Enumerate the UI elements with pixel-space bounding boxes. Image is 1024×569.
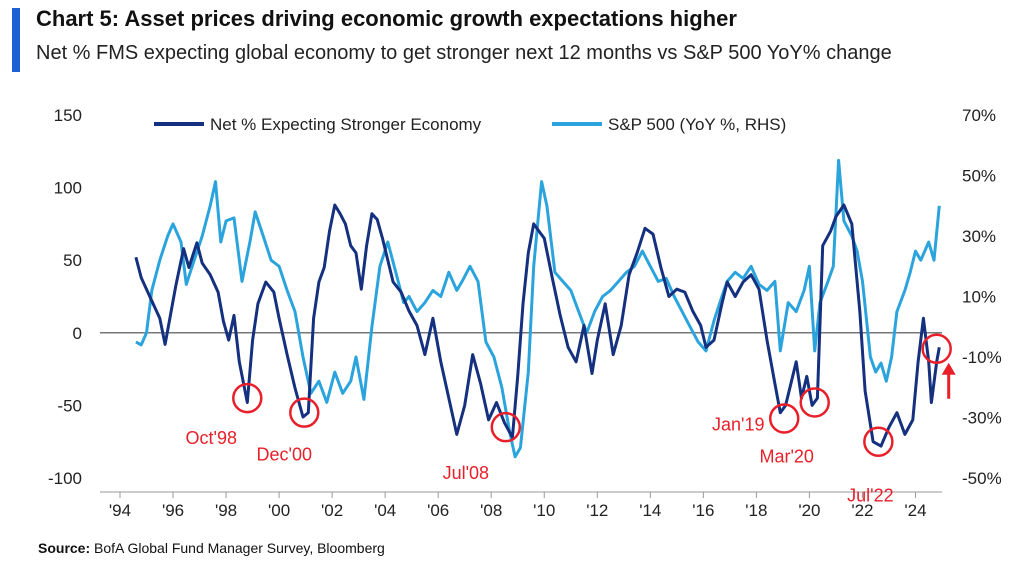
axes-group: 150 100 50 0 -50 -100 70% 50% 30% 10% -10% -30% -50%… <box>48 106 1002 520</box>
chart-title: Chart 5: Asset prices driving economic g… <box>36 6 737 31</box>
x-tick-label: '14 <box>639 501 661 520</box>
annotation-circle <box>799 387 830 418</box>
annotation-circle <box>921 333 952 365</box>
series-group <box>134 158 941 459</box>
series-line-sp500-yoy <box>135 158 941 459</box>
y-left-tick-label: 50 <box>63 251 82 270</box>
x-tick-label: '12 <box>586 501 608 520</box>
annotation-label: Jul'22 <box>847 486 893 506</box>
x-tick-label: '96 <box>162 501 184 520</box>
x-tick-label: '00 <box>268 501 290 520</box>
legend-label-net-expecting: Net % Expecting Stronger Economy <box>210 115 482 134</box>
line-chart: 150 100 50 0 -50 -100 70% 50% 30% 10% -10% -30% -50%… <box>48 106 1002 520</box>
y-left-tick-label: 0 <box>73 324 82 343</box>
series-line-net-expecting-stronger <box>134 203 941 448</box>
y-right-tick-label: -10% <box>962 348 1002 367</box>
x-tick-label: '20 <box>798 501 820 520</box>
y-right-tick-label: 50% <box>962 167 996 186</box>
annotation-label: Jan'19 <box>712 414 764 434</box>
annotation-circle <box>232 382 263 414</box>
annotation-circle <box>768 403 800 434</box>
y-right-tick-label: 70% <box>962 106 996 125</box>
x-tick-label: '24 <box>904 501 926 520</box>
x-tick-label: '16 <box>692 501 714 520</box>
y-left-tick-label: -100 <box>48 469 82 488</box>
y-right-tick-label: -30% <box>962 409 1002 428</box>
title-accent-bar <box>12 8 20 72</box>
x-tick-label: '02 <box>321 501 343 520</box>
source-text: BofA Global Fund Manager Survey, Bloombe… <box>90 540 385 556</box>
legend: Net % Expecting Stronger Economy S&P 500 … <box>154 115 786 134</box>
annotation-label: Mar'20 <box>759 446 813 466</box>
chart-subtitle: Net % FMS expecting global economy to ge… <box>36 42 892 64</box>
up-arrow-head <box>941 362 956 375</box>
x-tick-label: '06 <box>427 501 449 520</box>
annotation-label: Dec'00 <box>257 445 312 465</box>
annotation-circle <box>289 397 320 428</box>
y-right-tick-label: 30% <box>962 227 996 246</box>
y-left-tick-label: 150 <box>54 106 82 125</box>
x-tick-label: '94 <box>109 501 131 520</box>
x-tick-label: '98 <box>215 501 237 520</box>
y-left-tick-label: -50 <box>57 396 82 415</box>
annotation-group: Oct'98 Dec'00 Jul'08 Jan'19 Mar'20 Jul'22 <box>186 333 956 506</box>
x-tick-label: '18 <box>745 501 767 520</box>
annotation-circle <box>490 411 522 443</box>
source-note: Source: BofA Global Fund Manager Survey,… <box>38 540 385 556</box>
annotation-label: Jul'08 <box>443 463 489 483</box>
x-tick-label: '10 <box>533 501 555 520</box>
y-left-tick-label: 100 <box>54 179 82 198</box>
source-label: Source: <box>38 540 91 556</box>
annotation-circle <box>863 426 894 457</box>
x-tick-label: '22 <box>851 501 873 520</box>
legend-label-sp500: S&P 500 (YoY %, RHS) <box>608 115 786 134</box>
x-tick-label: '04 <box>374 501 396 520</box>
y-right-tick-label: -50% <box>962 469 1002 488</box>
x-tick-label: '08 <box>480 501 502 520</box>
y-right-tick-label: 10% <box>962 288 996 307</box>
annotation-label: Oct'98 <box>186 428 237 448</box>
